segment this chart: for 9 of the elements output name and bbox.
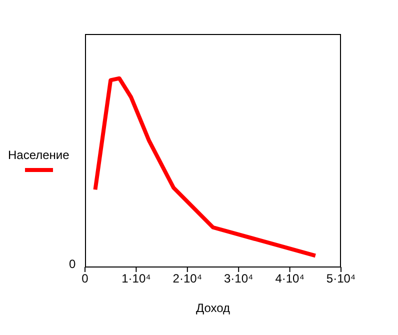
x-tick-label: 3·10⁴ [224,272,254,286]
text: Население [8,148,70,162]
x-tick-label: 1·10⁴ [122,272,151,286]
x-tick-label: 5·10⁴ [326,272,356,286]
x-tick-label: 4·10⁴ [275,272,304,286]
x-tick-label: 0 [82,272,89,286]
text: 0 [69,257,76,271]
x-axis-title: Доход [196,301,230,315]
x-tick-label: 2·10⁴ [172,272,202,286]
